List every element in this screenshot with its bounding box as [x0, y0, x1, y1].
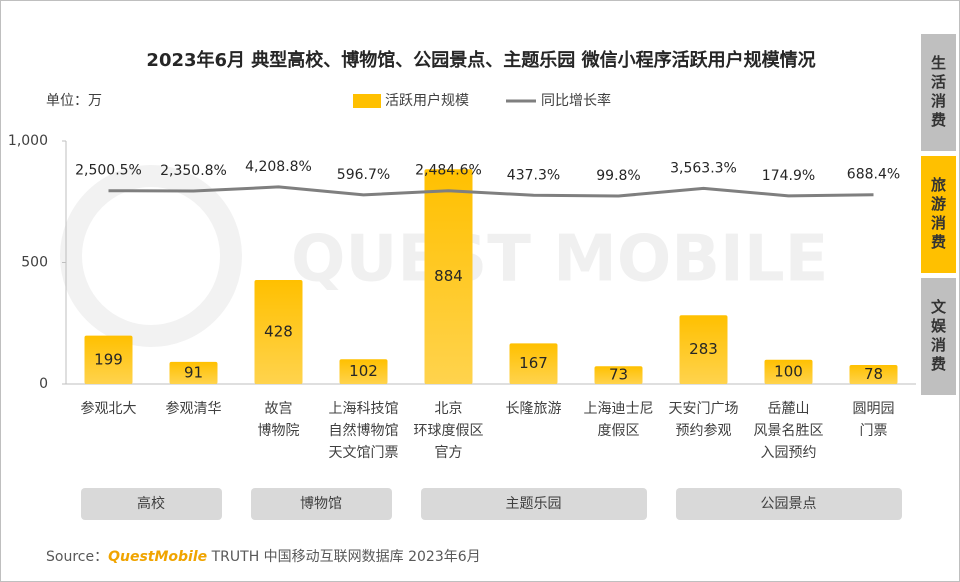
bar-value-label: 100 — [774, 362, 803, 380]
x-tick-label: 故宫 博物院 — [257, 401, 300, 439]
side-tab[interactable]: 生活消费 — [921, 34, 956, 151]
group-label: 主题乐园 — [420, 488, 647, 520]
line-value-label: 437.3% — [507, 167, 560, 183]
bar — [84, 335, 133, 384]
unit-label: 单位：万 — [46, 93, 102, 109]
side-tab[interactable]: 文娱消费 — [921, 278, 956, 395]
x-tick-label: 天安门广场 预约参观 — [668, 401, 739, 439]
bar-value-label: 884 — [434, 267, 463, 285]
bar — [764, 359, 813, 384]
side-tab[interactable]: 旅游消费 — [921, 156, 956, 273]
y-tick-label: 500 — [21, 255, 48, 271]
line-value-label: 2,484.6% — [415, 163, 482, 179]
line-value-label: 174.9% — [762, 168, 815, 184]
line — [108, 185, 874, 198]
group-label: 高校 — [80, 488, 222, 520]
source-prefix: Source： — [46, 549, 109, 565]
y-tick-label: 0 — [39, 376, 48, 392]
bar — [254, 279, 303, 384]
line-value-label: 688.4% — [847, 167, 900, 183]
x-tick-label: 上海迪士尼 度假区 — [583, 401, 654, 439]
bar-value-label: 167 — [519, 354, 548, 372]
y-tick-label: 1,000 — [8, 133, 48, 149]
line-value-label: 99.8% — [596, 168, 640, 184]
source: Source：QuestMobile TRUTH 中国移动互联网数据库 2023… — [46, 546, 481, 566]
bar-value-label: 283 — [689, 340, 718, 358]
side-tab-label: 旅游消费 — [929, 176, 947, 253]
bar — [594, 366, 643, 384]
bar-value-label: 102 — [349, 362, 378, 380]
side-tab-label: 文娱消费 — [929, 298, 947, 375]
x-tick-label: 参观清华 — [165, 401, 222, 417]
line-value-label: 2,350.8% — [160, 163, 227, 179]
line-value-label: 4,208.8% — [245, 159, 312, 175]
bar — [339, 359, 388, 384]
x-tick-label: 长隆旅游 — [505, 401, 562, 417]
bar-value-label: 91 — [184, 363, 203, 381]
line-value-label: 3,563.3% — [670, 160, 737, 176]
source-brand: QuestMobile — [108, 549, 208, 565]
x-tick-label: 圆明园 门票 — [852, 401, 895, 439]
source-text: TRUTH 中国移动互联网数据库 2023年6月 — [211, 549, 481, 565]
bar — [849, 365, 898, 384]
group-label: 博物馆 — [250, 488, 392, 520]
group-label: 公园景点 — [675, 488, 902, 520]
watermark: QUEST MOBILE — [291, 223, 828, 297]
x-tick-label: 岳麓山 风景名胜区 入园预约 — [753, 401, 824, 461]
x-tick-label: 上海科技馆 自然博物馆 天文馆门票 — [328, 401, 399, 461]
watermark-logo — [60, 165, 242, 347]
line-value-label: 2,500.5% — [75, 163, 142, 179]
bar-value-label: 428 — [264, 322, 293, 340]
bar — [169, 361, 218, 384]
bar-value-label: 78 — [864, 365, 883, 383]
bar-value-label: 73 — [609, 366, 628, 384]
bar — [679, 315, 728, 384]
bar-value-label: 199 — [94, 350, 123, 368]
bar — [509, 343, 558, 384]
bar — [424, 169, 473, 384]
line-value-label: 596.7% — [337, 167, 390, 183]
legend-swatch — [353, 94, 381, 108]
chart-title: 2023年6月 典型高校、博物馆、公园景点、主题乐园 微信小程序活跃用户规模情况 — [146, 49, 815, 71]
legend-label: 同比增长率 — [541, 92, 611, 109]
x-tick-label: 参观北大 — [80, 401, 137, 417]
side-tab-label: 生活消费 — [929, 54, 947, 131]
x-tick-label: 北京 环球度假区 官方 — [413, 401, 484, 461]
legend-label: 活跃用户规模 — [385, 92, 469, 109]
